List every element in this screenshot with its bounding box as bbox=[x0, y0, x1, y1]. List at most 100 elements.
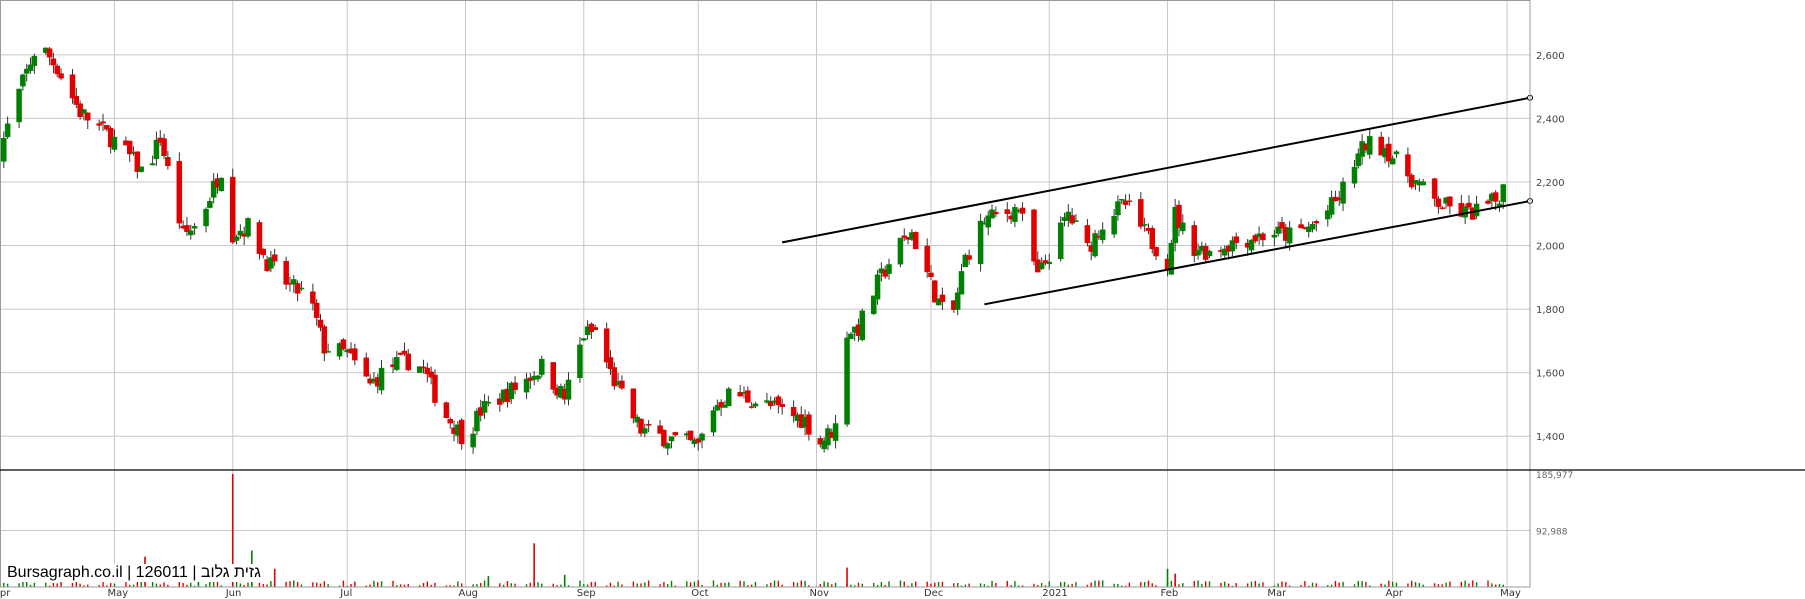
time-tick-label: May bbox=[107, 588, 128, 599]
candle-up bbox=[16, 88, 22, 123]
candle-up bbox=[1118, 199, 1125, 201]
candle-down bbox=[939, 294, 946, 303]
candle-down bbox=[420, 366, 427, 369]
time-tick-label: 2021 bbox=[1042, 588, 1067, 599]
candle-up bbox=[153, 139, 160, 160]
candle-up bbox=[985, 215, 991, 228]
grid-lines bbox=[0, 0, 1530, 587]
candle-down bbox=[924, 245, 930, 273]
candle-down bbox=[657, 425, 663, 434]
candle-up bbox=[1222, 248, 1228, 256]
candle-up bbox=[1, 137, 7, 162]
candle-down bbox=[1435, 198, 1442, 207]
candle-up bbox=[210, 180, 217, 198]
candle-down bbox=[134, 151, 141, 172]
candle-down bbox=[405, 353, 412, 371]
time-tick-label: Apr bbox=[1386, 588, 1404, 599]
candle-up bbox=[577, 344, 583, 378]
candle-up bbox=[1168, 242, 1175, 275]
candle-up bbox=[722, 404, 728, 408]
candle-down bbox=[1233, 236, 1239, 243]
candle-up bbox=[859, 310, 866, 341]
candle-down bbox=[1153, 247, 1159, 257]
candle-down bbox=[46, 48, 53, 58]
candle-up bbox=[1206, 250, 1213, 257]
candle-down bbox=[966, 255, 972, 260]
candle-down bbox=[1126, 200, 1133, 203]
candle-down bbox=[901, 235, 908, 238]
candle-down bbox=[611, 367, 618, 387]
candle-up bbox=[20, 74, 26, 87]
candle-down bbox=[1138, 199, 1144, 227]
candle-down bbox=[748, 406, 755, 408]
candle-down bbox=[1279, 222, 1285, 229]
volume-tick-label: 185,977 bbox=[1536, 471, 1573, 481]
candle-down bbox=[718, 401, 724, 408]
candle-up bbox=[1271, 234, 1278, 238]
time-tick-label: Nov bbox=[810, 588, 830, 599]
candle-up bbox=[664, 443, 671, 449]
candle-down bbox=[1386, 143, 1392, 162]
candle-down bbox=[592, 327, 598, 331]
price-tick-label: 2,000 bbox=[1536, 242, 1565, 253]
candle-down bbox=[806, 414, 812, 435]
time-tick-label: Jun bbox=[225, 588, 242, 599]
candle-up bbox=[1115, 201, 1121, 216]
candle-up bbox=[378, 367, 385, 391]
candle-down bbox=[256, 222, 263, 254]
candle-down bbox=[1466, 202, 1472, 208]
candle-down bbox=[317, 319, 324, 328]
candle-down bbox=[458, 419, 465, 445]
price-tick-label: 2,600 bbox=[1536, 51, 1565, 62]
candle-up bbox=[1038, 262, 1045, 270]
candle-down bbox=[161, 138, 167, 156]
candle-up bbox=[394, 357, 400, 370]
candle-down bbox=[661, 429, 667, 447]
candle-up bbox=[726, 388, 732, 407]
candle-up bbox=[897, 237, 904, 265]
candle-up bbox=[1073, 220, 1079, 222]
candle-down bbox=[283, 260, 289, 285]
candle-up bbox=[1099, 229, 1106, 241]
candle-down bbox=[1176, 204, 1182, 228]
candle-up bbox=[1325, 210, 1331, 220]
candle-down bbox=[512, 382, 518, 390]
candle-up bbox=[1057, 222, 1064, 259]
candle-down bbox=[607, 357, 614, 369]
candle-up bbox=[1248, 239, 1255, 251]
candle-down bbox=[50, 58, 57, 66]
candle-down bbox=[1378, 136, 1384, 156]
candle-down bbox=[1447, 196, 1453, 207]
candle-up bbox=[81, 109, 87, 114]
time-tick-label: Apr bbox=[0, 588, 11, 599]
candle-down bbox=[1122, 200, 1129, 205]
candle-down bbox=[428, 371, 434, 378]
candle-down bbox=[424, 367, 431, 375]
candle-up bbox=[1393, 151, 1400, 155]
candle-up bbox=[474, 410, 480, 432]
candle-up bbox=[844, 337, 850, 425]
candle-down bbox=[1252, 235, 1259, 242]
candle-up bbox=[848, 333, 854, 340]
candle-up bbox=[291, 279, 297, 285]
candle-down bbox=[184, 225, 190, 232]
candle-up bbox=[962, 254, 969, 268]
candle-down bbox=[619, 380, 625, 389]
volume-tick-label: 92,988 bbox=[1536, 528, 1568, 538]
candle-up bbox=[1420, 181, 1426, 186]
candle-up bbox=[565, 379, 572, 400]
candle-up bbox=[191, 226, 198, 229]
time-tick-label: Feb bbox=[1161, 588, 1179, 599]
candle-down bbox=[1042, 260, 1049, 264]
candle-up bbox=[138, 166, 144, 172]
candle-up bbox=[1367, 136, 1373, 155]
candle-down bbox=[993, 211, 999, 215]
trend-channel bbox=[781, 94, 1533, 306]
candle-down bbox=[1004, 209, 1011, 214]
candle-down bbox=[447, 418, 453, 424]
candle-up bbox=[752, 403, 759, 407]
candle-down bbox=[443, 402, 450, 418]
candle-up bbox=[416, 366, 423, 373]
time-tick-label: Oct bbox=[691, 588, 708, 599]
candle-up bbox=[714, 405, 721, 411]
